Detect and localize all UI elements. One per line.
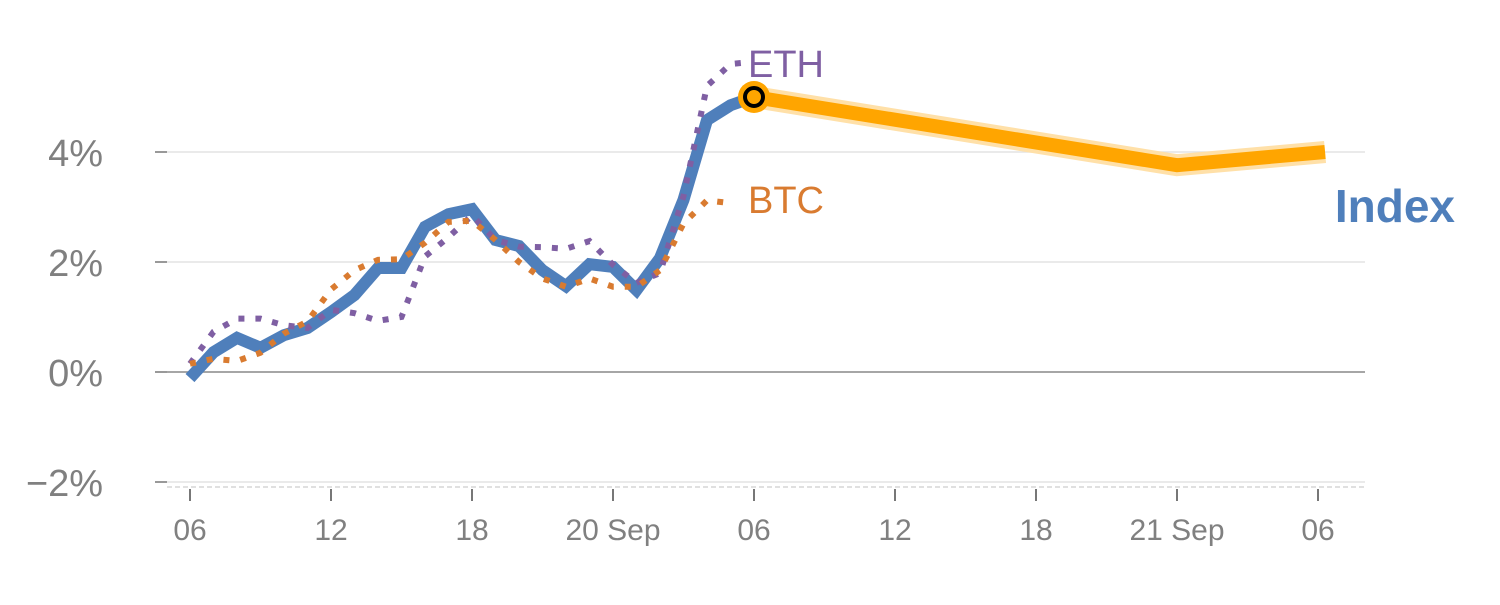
x-tick-label: 06 [1301,514,1334,547]
axes: 4% 2% 0% −2% 06 12 18 20 Sep 06 12 18 21 Sep 06 [26,133,1365,547]
x-tick-label: 18 [1019,514,1052,547]
x-tick-label: 06 [737,514,770,547]
x-tick-label: 12 [314,514,347,547]
index-line [185,91,756,383]
y-tick-label: 2% [48,243,103,285]
current-point-ring [743,86,765,108]
series-labels: ETH BTC Index [748,44,1455,232]
x-tick-label: 21 Sep [1129,514,1224,547]
x-tick-label: 18 [455,514,488,547]
series-label-eth: ETH [748,44,824,86]
x-tick-label: 12 [878,514,911,547]
forecast-line [752,90,1326,173]
y-tick-label: 0% [48,353,103,395]
series-label-index: Index [1335,180,1456,232]
current-point-marker [738,81,770,113]
series-layer [185,59,1327,383]
y-tick-label: 4% [48,133,103,175]
x-tick-label: 06 [173,514,206,547]
grid [167,151,1365,483]
series-label-btc: BTC [748,180,824,222]
y-tick-label: −2% [26,463,103,505]
x-tick-label: 20 Sep [565,514,660,547]
